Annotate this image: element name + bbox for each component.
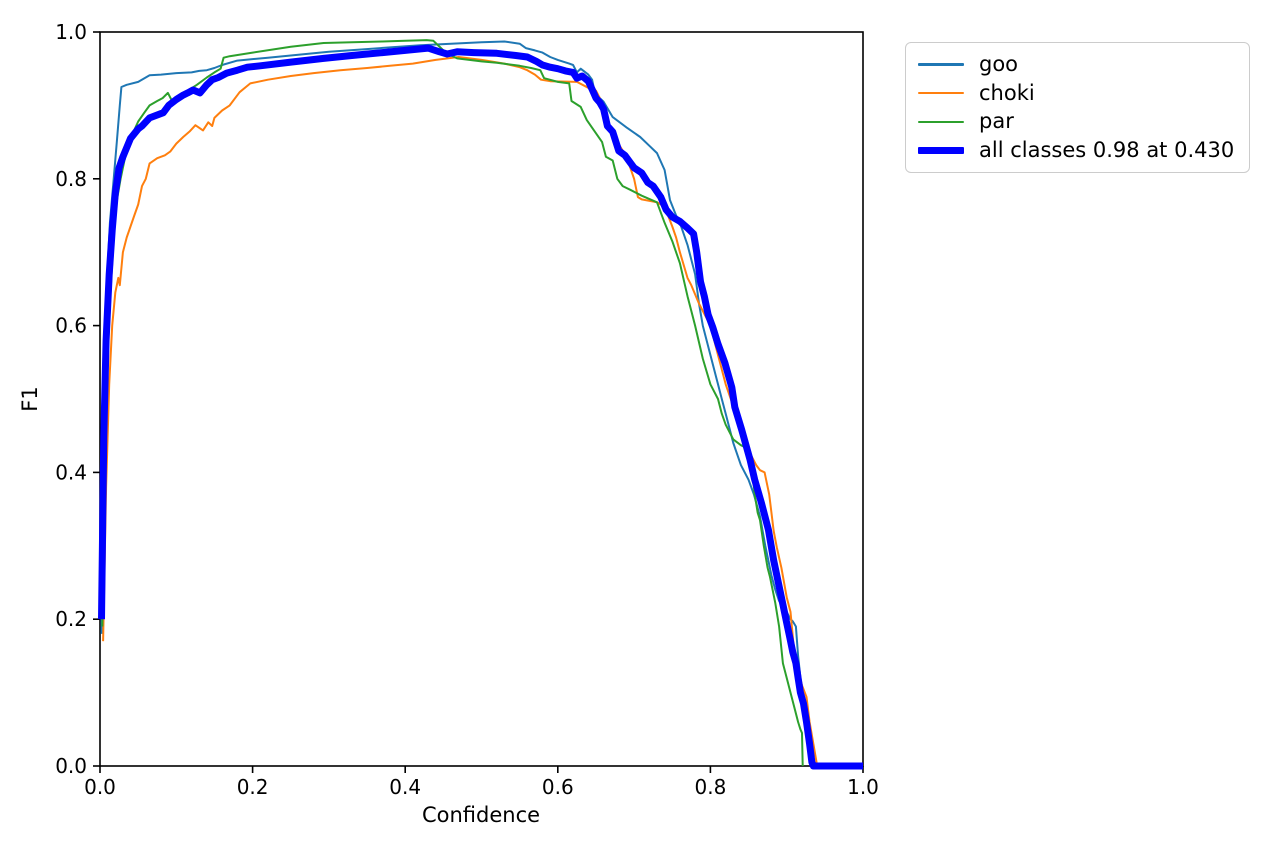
- y-tick-label: 0.6: [55, 314, 87, 338]
- y-tick-label: 1.0: [55, 20, 87, 44]
- axes-frame: [99, 31, 864, 767]
- legend-label-all: all classes 0.98 at 0.430: [979, 138, 1235, 163]
- legend-entry-par: par: [918, 111, 1237, 132]
- x-tick-label: 0.8: [694, 775, 726, 799]
- y-tick-label: 0.8: [55, 167, 87, 191]
- legend: goo choki par all classes 0.98 at 0.430: [905, 42, 1250, 173]
- x-tick-label: 0.4: [389, 775, 421, 799]
- legend-line-par: [918, 120, 964, 124]
- x-tick-label: 0.6: [542, 775, 574, 799]
- series-par: [101, 39, 804, 767]
- y-tick-label: 0.2: [55, 607, 87, 631]
- series-all: [98, 44, 863, 770]
- legend-entry-all: all classes 0.98 at 0.430: [918, 140, 1237, 161]
- x-axis-label: Confidence: [421, 803, 541, 827]
- x-tick-label: 0.0: [84, 775, 116, 799]
- legend-line-choki: [918, 91, 964, 95]
- x-tick-label: 1.0: [847, 775, 879, 799]
- legend-line-goo: [918, 63, 964, 66]
- y-tick-label: 0.0: [55, 754, 87, 778]
- x-tick-label: 0.2: [237, 775, 269, 799]
- series-goo: [100, 40, 813, 767]
- legend-line-all: [918, 147, 964, 155]
- legend-label-goo: goo: [979, 51, 1019, 76]
- legend-label-choki: choki: [979, 80, 1035, 105]
- y-tick-label: 0.4: [55, 460, 87, 484]
- legend-label-par: par: [979, 109, 1014, 134]
- legend-entry-choki: choki: [918, 80, 1237, 105]
- series-choki: [102, 56, 819, 767]
- legend-entry-goo: goo: [918, 51, 1237, 76]
- y-axis-label: F1: [18, 386, 42, 412]
